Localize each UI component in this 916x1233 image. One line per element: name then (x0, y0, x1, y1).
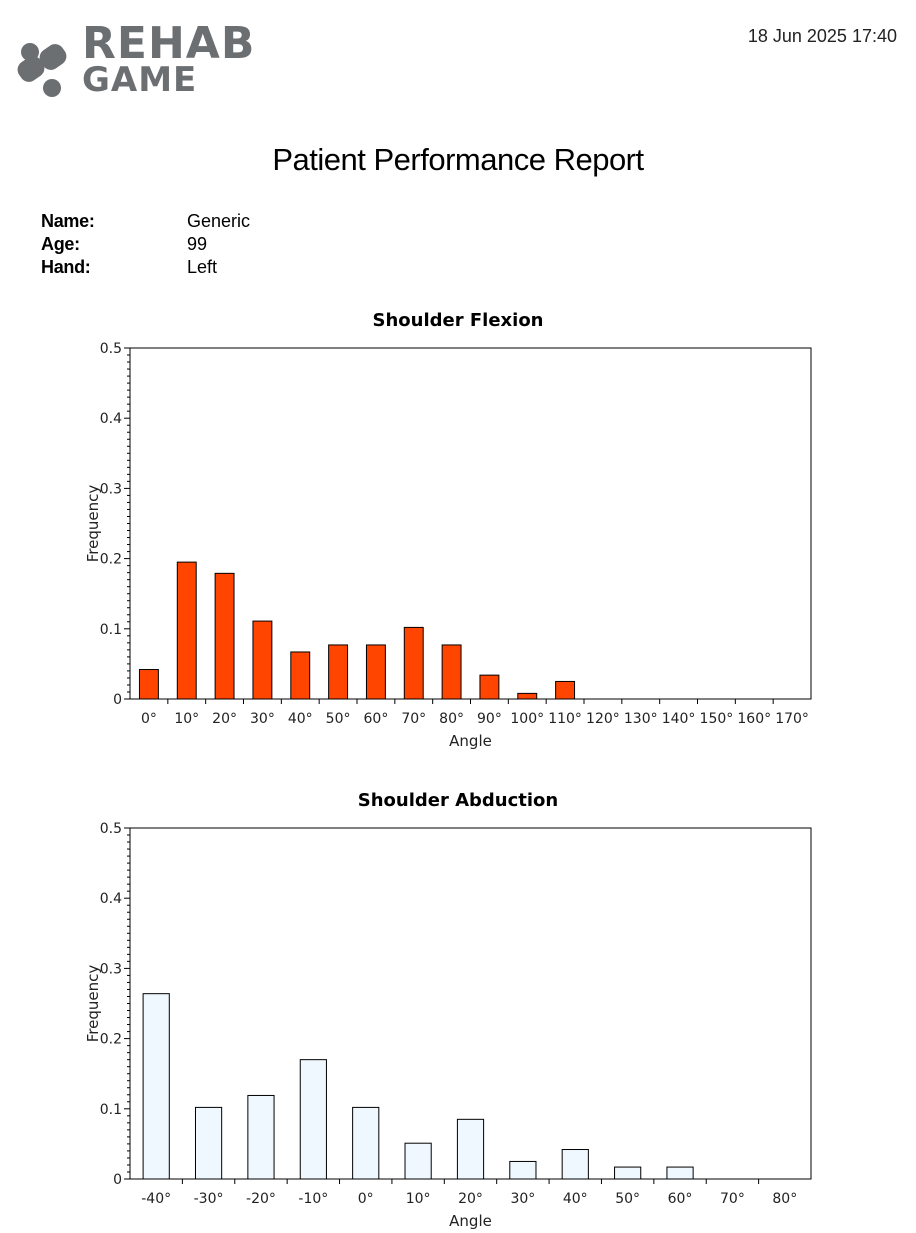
abduction-chart: 0 0.1 0.2 0.3 0.4 0.5 -40° -30° -20° -10° 0° 10° 20°… (84, 821, 812, 1230)
flexion-bar (328, 644, 349, 700)
flexion-bar (290, 651, 311, 700)
flexion-chart: 0 0.1 0.2 0.3 0.4 0.5 0° 10° 20° 30° 40° 50° 60° 70° 8… (84, 341, 812, 750)
flexion-bar (176, 561, 197, 700)
logo-line-2: GAME (82, 60, 198, 100)
flexion-x-axis-title: Angle (449, 732, 492, 750)
page-title: Patient Performance Report (272, 142, 644, 177)
abduction-bar (142, 993, 170, 1180)
flexion-bar (252, 620, 273, 700)
flexion-x-tick-label: 110° (548, 711, 582, 727)
flexion-x-tick-label: 150° (700, 711, 734, 727)
abduction-bar (299, 1059, 327, 1180)
abduction-x-tick-label: 50° (615, 1191, 640, 1207)
abduction-bar (404, 1142, 432, 1180)
flexion-bar (403, 626, 424, 700)
flexion-x-tick-label: 80° (439, 711, 464, 727)
abduction-x-tick-label: -20° (246, 1191, 276, 1207)
flexion-y-tick-label: 0 (113, 692, 122, 708)
abduction-x-tick-label: -10° (298, 1191, 328, 1207)
logo-mark-icon (17, 43, 67, 97)
flexion-x-tick-label: 140° (662, 711, 696, 727)
logo-text: REHAB GAME (82, 18, 256, 100)
flexion-x-tick-label: 40° (288, 711, 313, 727)
flexion-bar (441, 644, 462, 700)
abduction-x-axis-title: Angle (449, 1212, 492, 1230)
patient-hand-value: Left (187, 257, 218, 277)
abduction-x-tick-label: 60° (668, 1191, 693, 1207)
abduction-y-tick-label: 0.2 (100, 1032, 122, 1048)
abduction-bar (247, 1094, 275, 1180)
flexion-chart-title: Shoulder Flexion (372, 310, 544, 331)
flexion-bar (365, 644, 386, 700)
flexion-bar (517, 692, 538, 700)
flexion-y-tick-label: 0.4 (100, 411, 122, 427)
abduction-x-tick-label: 10° (406, 1191, 431, 1207)
abduction-chart-title: Shoulder Abduction (357, 790, 559, 811)
flexion-y-tick-label: 0.3 (100, 481, 122, 497)
patient-age-label: Age: (41, 234, 80, 254)
flexion-x-tick-label: 100° (510, 711, 544, 727)
flexion-bar (555, 680, 576, 700)
flexion-x-tick-label: 30° (250, 711, 275, 727)
abduction-bar (509, 1160, 537, 1180)
flexion-x-tick-label: 170° (775, 711, 809, 727)
abduction-bar (456, 1118, 485, 1180)
patient-name-label: Name: (41, 211, 95, 231)
abduction-y-tick-label: 0.4 (100, 891, 122, 907)
abduction-y-tick-label: 0 (113, 1172, 122, 1188)
patient-hand-row: Hand: Left (41, 256, 250, 279)
flexion-x-tick-label: 60° (364, 711, 389, 727)
flexion-x-tick-label: 50° (326, 711, 351, 727)
flexion-bar (479, 674, 500, 700)
abduction-x-tick-label: 0° (358, 1191, 374, 1207)
flexion-y-tick-label: 0.2 (100, 552, 122, 568)
abduction-y-tick-label: 0.5 (100, 821, 122, 837)
logo-line-1: REHAB (82, 18, 256, 69)
abduction-bar (614, 1166, 642, 1180)
abduction-bar (666, 1166, 694, 1180)
abduction-bar (561, 1149, 589, 1180)
flexion-x-tick-label: 10° (174, 711, 199, 727)
abduction-x-tick-label: 20° (458, 1191, 483, 1207)
rehab-game-logo: REHAB GAME (16, 18, 266, 106)
patient-info: Name: Generic Age: 99 Hand: Left (41, 210, 250, 279)
flexion-bar (214, 572, 235, 700)
report-timestamp: 18 Jun 2025 17:40 (747, 26, 897, 46)
flexion-x-tick-label: 120° (586, 711, 620, 727)
patient-name-row: Name: Generic (41, 210, 250, 233)
patient-age-value: 99 (187, 234, 208, 254)
flexion-x-tick-label: 0° (141, 711, 157, 727)
flexion-y-tick-label: 0.5 (100, 341, 122, 357)
abduction-y-tick-label: 0.1 (100, 1102, 122, 1118)
abduction-x-tick-label: 70° (720, 1191, 745, 1207)
abduction-x-tick-label: -40° (141, 1191, 171, 1207)
patient-age-row: Age: 99 (41, 233, 250, 256)
abduction-y-axis-title: Frequency (84, 965, 102, 1043)
flexion-x-tick-label: 20° (212, 711, 237, 727)
abduction-bar (352, 1106, 380, 1180)
flexion-y-axis-title: Frequency (84, 485, 102, 563)
abduction-bar (194, 1106, 223, 1180)
abduction-x-tick-label: -30° (194, 1191, 224, 1207)
flexion-x-tick-label: 90° (477, 711, 502, 727)
flexion-x-tick-label: 130° (624, 711, 658, 727)
flexion-x-tick-label: 160° (737, 711, 771, 727)
flexion-bar (138, 669, 159, 700)
flexion-x-tick-label: 70° (401, 711, 426, 727)
abduction-x-tick-label: 30° (510, 1191, 535, 1207)
patient-name-value: Generic (187, 211, 251, 231)
abduction-x-tick-label: 40° (563, 1191, 588, 1207)
flexion-y-tick-label: 0.1 (100, 622, 122, 638)
abduction-x-tick-label: 80° (772, 1191, 797, 1207)
abduction-y-tick-label: 0.3 (100, 961, 122, 977)
patient-hand-label: Hand: (41, 257, 91, 277)
